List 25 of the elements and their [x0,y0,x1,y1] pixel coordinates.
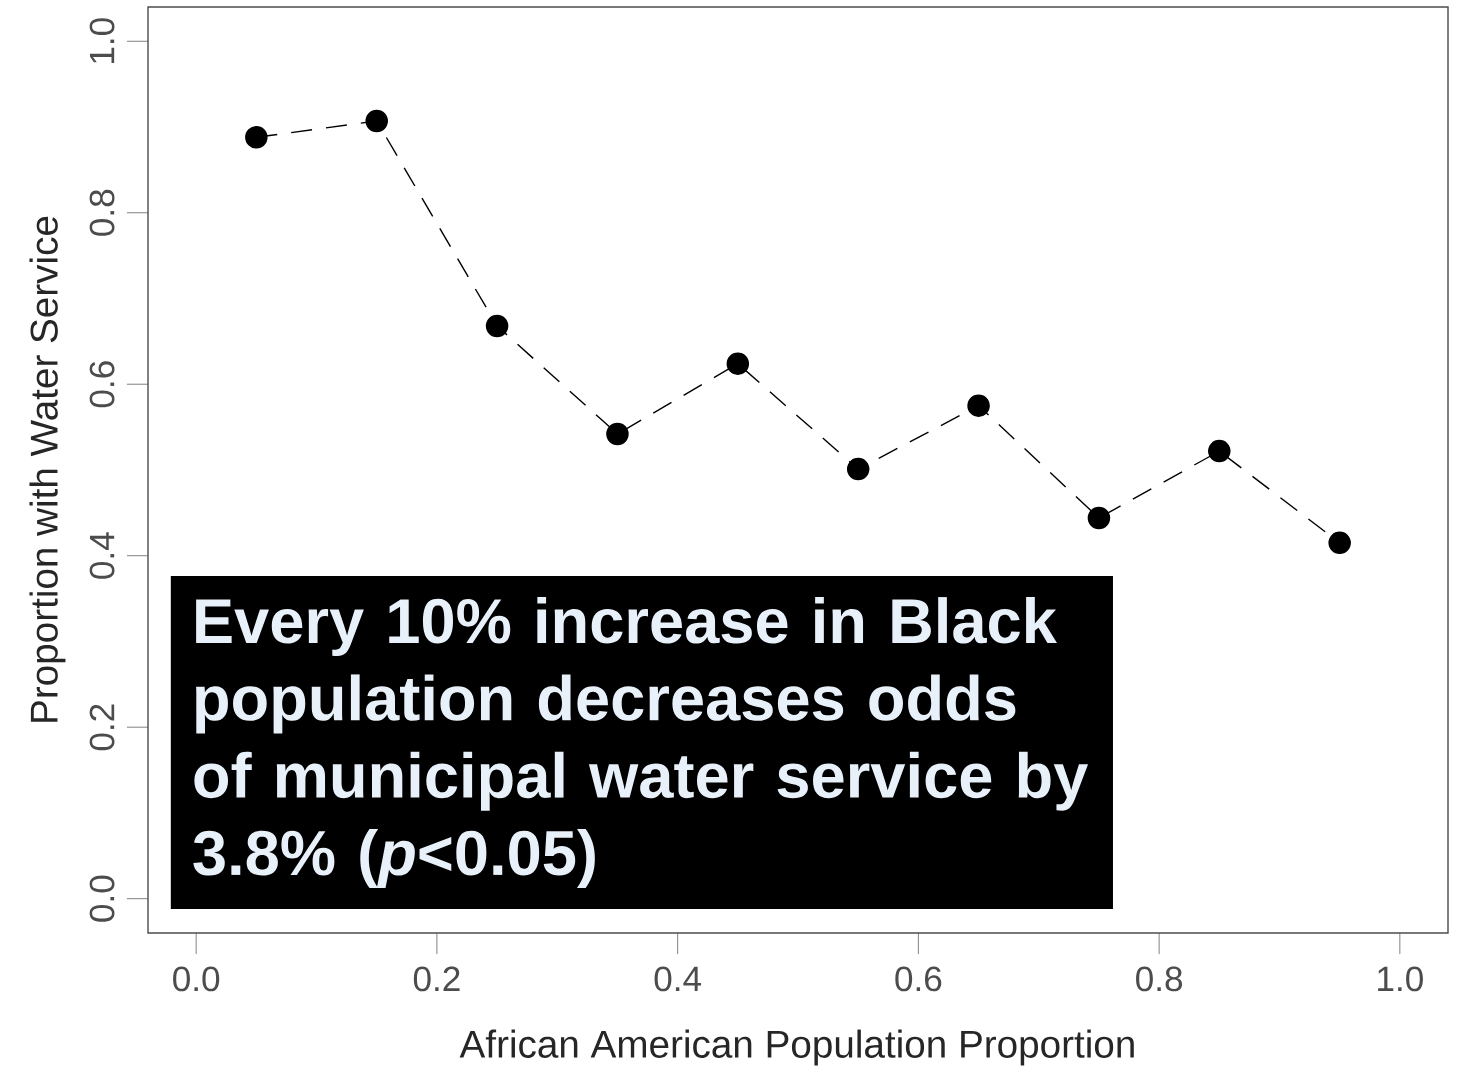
y-tick-label: 0.2 [89,704,115,751]
point [846,457,870,481]
point [967,394,990,417]
point [1087,506,1111,530]
x-tick-label: 1.0 [1378,966,1423,992]
x-tick-label: 0.6 [895,966,942,992]
point [606,422,629,446]
point [485,314,509,338]
y-tick-label: 0.6 [89,361,115,408]
point [245,125,268,149]
point [1328,531,1351,554]
y-tick-label: 0.8 [89,189,115,236]
y-tick-label: 0.4 [89,532,115,579]
x-tick-label: 0.4 [654,966,702,992]
y-axis-title: Proportion with Water Service [29,216,66,722]
x-tick-label: 0.8 [1136,966,1183,992]
point [726,352,750,375]
x-axis-title: African American Population Proportion [459,1029,1134,1066]
x-tick-label: 0.0 [173,966,220,992]
annotation: Every 10% increase in Black population decreases odds of municipal water service by 3.8% (p<0.05) [193,596,1089,888]
x-tick-label: 0.2 [413,966,460,992]
y-tick-label: 0.0 [89,875,115,922]
point [365,109,388,133]
point [1208,439,1231,463]
y-tick-label: 1.0 [89,18,115,63]
